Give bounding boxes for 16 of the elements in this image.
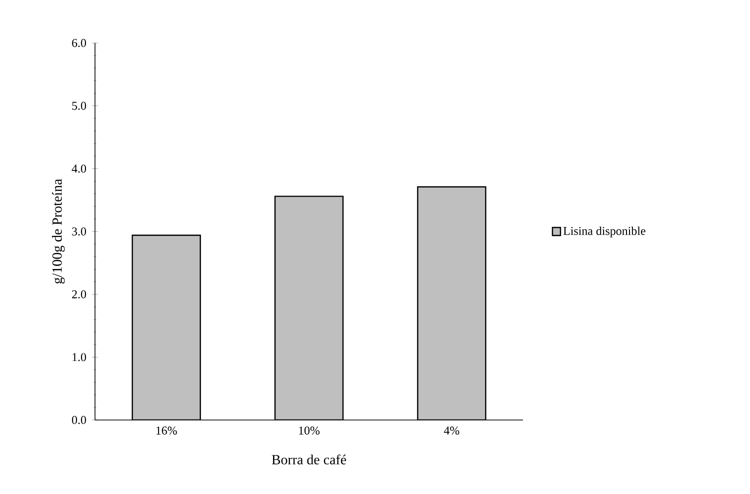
bar bbox=[274, 196, 344, 420]
y-tick-label: 1.0 bbox=[72, 353, 86, 362]
y-tick-label: 6.0 bbox=[72, 38, 86, 48]
x-axis-title: Borra de café bbox=[272, 454, 346, 464]
y-tick-label: 2.0 bbox=[72, 290, 86, 298]
bar bbox=[417, 186, 486, 420]
y-axis-title: g/100g de Proteína bbox=[52, 179, 65, 284]
x-tick-label: 16% bbox=[156, 426, 177, 435]
y-tick-label: 3.0 bbox=[72, 227, 86, 236]
y-tick-label: 0.0 bbox=[72, 416, 86, 424]
x-tick-label: 4% bbox=[444, 426, 460, 435]
y-tick-label: 5.0 bbox=[72, 102, 86, 110]
legend-label: Lisina disponible bbox=[563, 226, 646, 238]
bar bbox=[132, 234, 201, 420]
x-tick-label: 10% bbox=[299, 426, 320, 435]
y-tick-label: 4.0 bbox=[72, 164, 86, 173]
